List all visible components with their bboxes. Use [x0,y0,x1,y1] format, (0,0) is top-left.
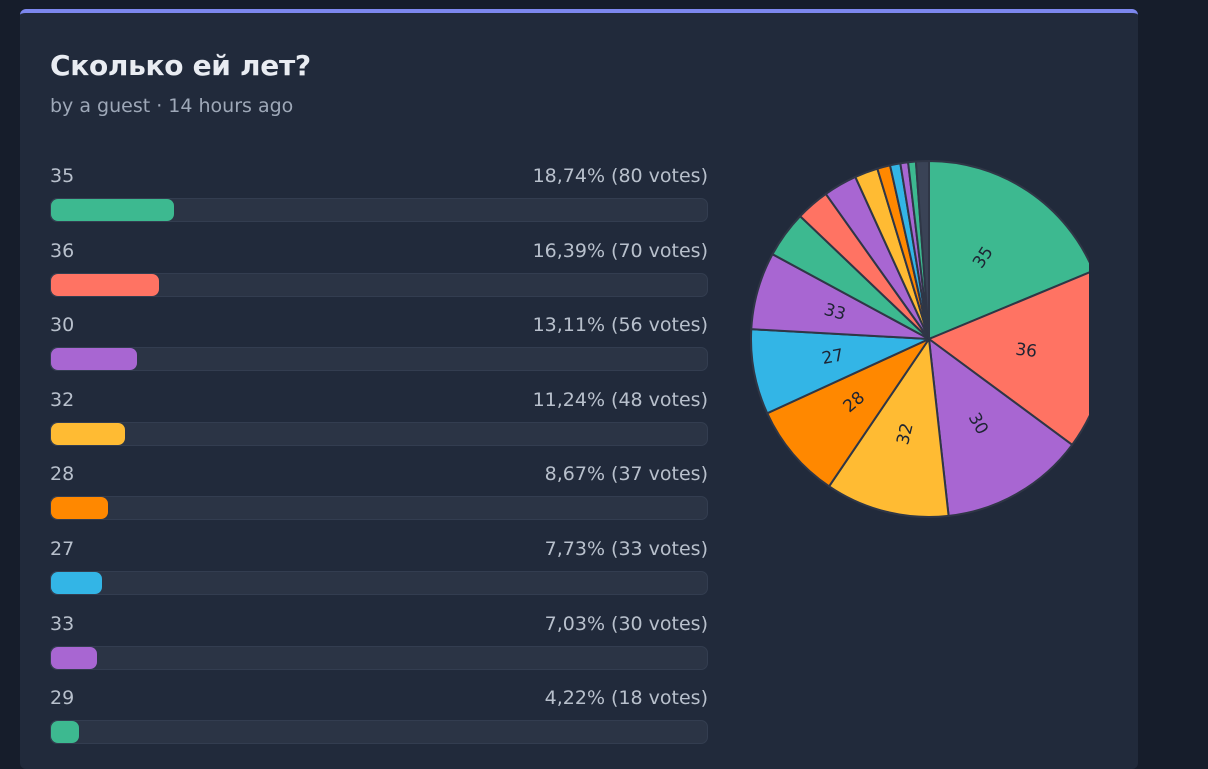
poll-option-row: 35 18,74% (80 votes) [50,165,708,240]
option-stats: 13,11% (56 votes) [532,314,708,337]
option-stats: 7,73% (33 votes) [544,537,708,560]
option-label: 36 [50,239,75,262]
poll-option-row: 27 7,73% (33 votes) [50,538,708,613]
option-label: 29 [50,687,75,710]
option-bar-fill [51,348,137,371]
option-bar-fill [51,497,108,520]
option-bar-fill [51,273,159,296]
option-stats: 11,24% (48 votes) [532,388,708,411]
option-bar-track [50,570,708,595]
option-label: 30 [50,314,75,337]
option-label: 27 [50,537,75,560]
pie-slice-label: 27 [820,345,845,369]
pie-slice [765,336,932,488]
pie-slice-label: 36 [1014,340,1038,362]
option-bar-track [50,347,708,372]
pie-slice [928,159,1089,341]
poll-results-list: 35 18,74% (80 votes) 36 16,39% (70 votes) 30… [50,165,708,762]
poll-title: Сколько ей лет? [50,49,311,82]
poll-option-row: 32 11,24% (48 votes) [50,389,708,464]
option-bar-track [50,421,708,446]
option-label: 28 [50,463,75,486]
option-bar-track [50,645,708,670]
option-bar-fill [51,199,174,221]
option-bar-fill [51,571,102,594]
poll-meta: by a guest · 14 hours ago [50,95,294,117]
option-bar-fill [51,721,79,744]
option-bar-fill [51,422,125,445]
option-stats: 7,03% (30 votes) [544,612,708,635]
option-bar-track [50,720,708,745]
option-bar-track [50,198,708,222]
poll-option-row: 30 13,11% (56 votes) [50,314,708,389]
pie-slice [926,271,1089,447]
poll-option-row: 33 7,03% (30 votes) [50,613,708,688]
option-stats: 18,74% (80 votes) [532,165,708,187]
option-bar-track [50,272,708,297]
option-stats: 8,67% (37 votes) [544,463,708,486]
option-label: 35 [50,165,75,187]
option-label: 33 [50,612,75,635]
option-stats: 16,39% (70 votes) [532,239,708,262]
pie-slice [927,336,1074,518]
poll-option-row: 28 8,67% (37 votes) [50,463,708,538]
poll-option-row: 36 16,39% (70 votes) [50,240,708,315]
option-stats: 4,22% (18 votes) [544,687,708,710]
option-label: 32 [50,388,75,411]
option-bar-fill [51,646,98,669]
poll-option-row: 29 4,22% (18 votes) [50,687,708,762]
pie-slice [914,159,930,340]
pie-slice [827,336,950,518]
option-bar-track [50,496,708,521]
